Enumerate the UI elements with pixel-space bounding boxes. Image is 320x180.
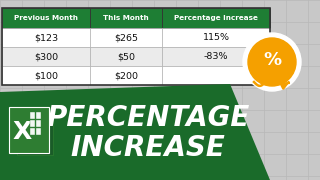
Text: $265: $265 — [114, 33, 138, 42]
Circle shape — [248, 38, 296, 86]
Text: PERCENTAGE: PERCENTAGE — [46, 104, 250, 132]
Text: %: % — [263, 51, 281, 69]
Text: $300: $300 — [34, 52, 58, 61]
FancyBboxPatch shape — [30, 120, 35, 127]
FancyBboxPatch shape — [17, 113, 53, 155]
FancyBboxPatch shape — [162, 8, 270, 28]
FancyBboxPatch shape — [36, 128, 41, 134]
FancyBboxPatch shape — [2, 8, 90, 28]
FancyBboxPatch shape — [36, 120, 41, 127]
FancyBboxPatch shape — [162, 28, 270, 47]
FancyBboxPatch shape — [90, 66, 162, 85]
FancyBboxPatch shape — [2, 28, 90, 47]
FancyBboxPatch shape — [2, 47, 90, 66]
Text: $123: $123 — [34, 33, 58, 42]
Polygon shape — [0, 84, 270, 180]
Text: 115%: 115% — [203, 33, 229, 42]
Text: Percentage Increase: Percentage Increase — [174, 15, 258, 21]
FancyBboxPatch shape — [162, 47, 270, 66]
FancyBboxPatch shape — [162, 66, 270, 85]
FancyBboxPatch shape — [30, 112, 35, 118]
FancyBboxPatch shape — [9, 107, 49, 153]
Text: $100: $100 — [34, 71, 58, 80]
FancyBboxPatch shape — [2, 66, 90, 85]
FancyBboxPatch shape — [90, 28, 162, 47]
FancyBboxPatch shape — [36, 112, 41, 118]
Text: X: X — [12, 120, 32, 144]
Text: -83%: -83% — [204, 52, 228, 61]
Text: This Month: This Month — [103, 15, 149, 21]
FancyBboxPatch shape — [30, 128, 35, 134]
FancyBboxPatch shape — [90, 8, 162, 28]
Text: $50: $50 — [117, 52, 135, 61]
Circle shape — [243, 33, 301, 91]
FancyBboxPatch shape — [90, 47, 162, 66]
Text: $200: $200 — [114, 71, 138, 80]
Text: INCREASE: INCREASE — [71, 134, 225, 162]
Text: Previous Month: Previous Month — [14, 15, 78, 21]
